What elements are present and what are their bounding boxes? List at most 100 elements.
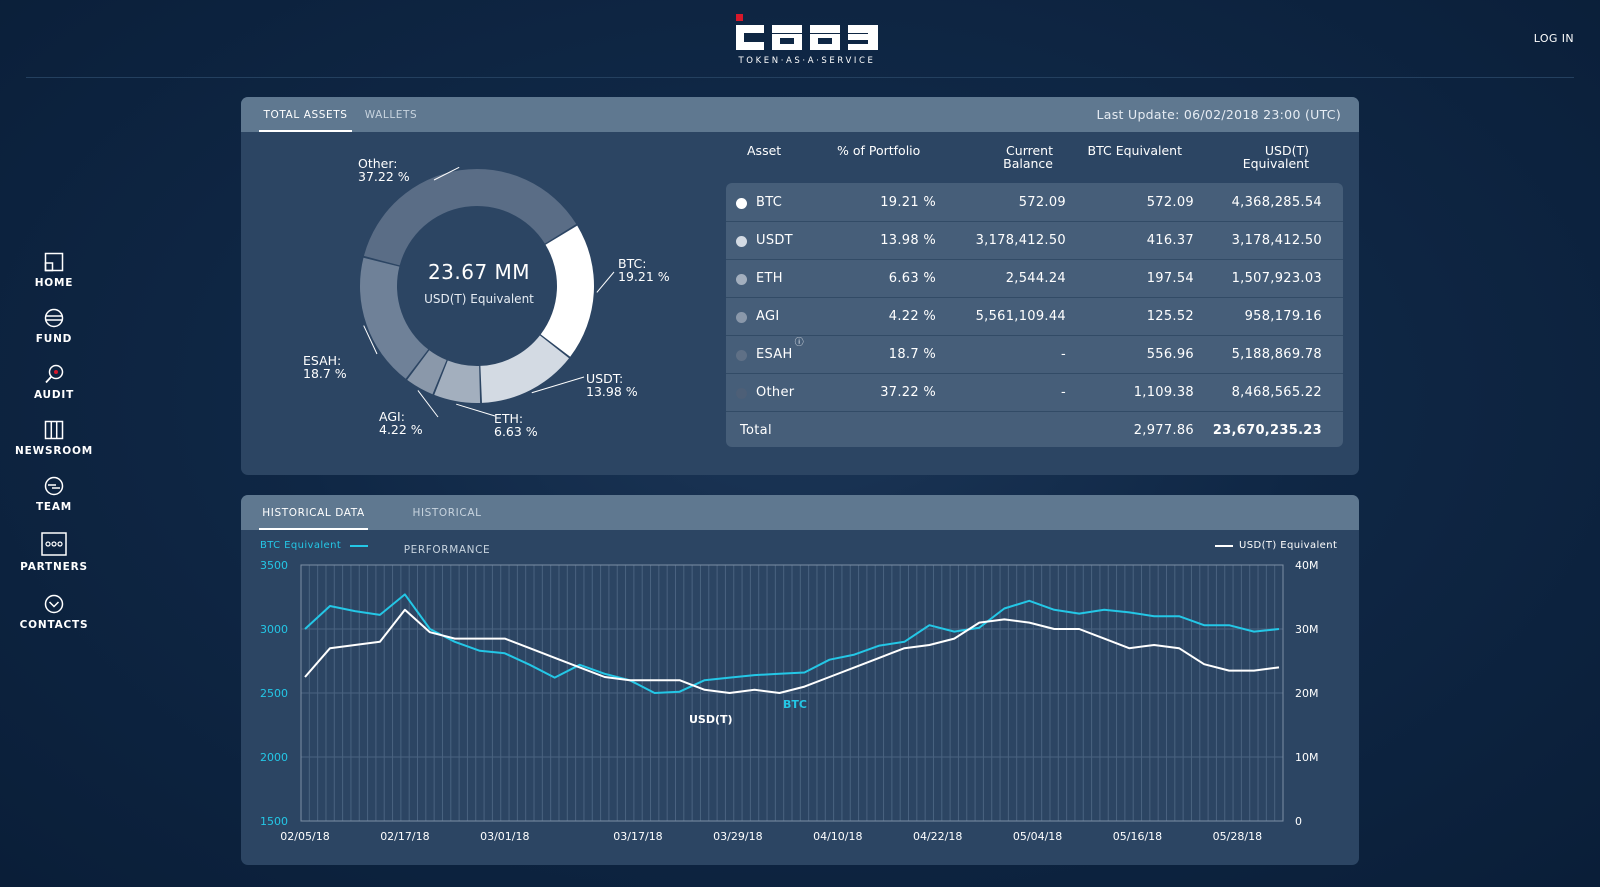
- col-header-pct: % of Portfolio: [837, 143, 921, 158]
- cell-balance: 572.09: [1018, 195, 1066, 210]
- donut-slice-agi[interactable]: [407, 350, 447, 395]
- cell-usd: 3,178,412.50: [1231, 233, 1322, 248]
- audit-icon: [45, 364, 64, 384]
- donut-slice-other[interactable]: [363, 168, 577, 266]
- table-row[interactable]: BTC 19.21 % 572.09 572.09 4,368,285.54: [726, 183, 1343, 222]
- cell-asset: ETH: [756, 271, 783, 286]
- y-left-tick-label: 2000: [260, 751, 288, 764]
- series-line-btc[interactable]: [304, 593, 1280, 694]
- table-row[interactable]: ETH 6.63 % 2,544.24 197.54 1,507,923.03: [726, 259, 1343, 298]
- line-chart-svg: 3500 3000 2500 2000 1500 40M 30M 20M 10M 0 02/05…: [260, 559, 1319, 843]
- cell-btc: 416.37: [1146, 233, 1194, 248]
- col-header-balance: Current Balance: [1003, 143, 1053, 171]
- sidebar-item-audit[interactable]: AUDIT: [14, 364, 94, 420]
- y-left-tick-label: 3000: [260, 623, 288, 636]
- donut-leader-eth: [456, 403, 496, 417]
- table-row[interactable]: ESAHⓘ 18.7 % - 556.96 5,188,869.78: [726, 335, 1343, 374]
- legend-btc-swatch: [350, 545, 368, 547]
- table-row[interactable]: USDT 13.98 % 3,178,412.50 416.37 3,178,4…: [726, 221, 1343, 260]
- legend-usd-swatch: [1215, 545, 1233, 547]
- portfolio-donut-chart: 23.67 MM USD(T) Equivalent BTC: 19.21 % U…: [241, 132, 711, 475]
- y-left-tick-label: 2500: [260, 687, 288, 700]
- x-tick-label: 03/29/18: [713, 830, 762, 843]
- asset-color-dot: [736, 236, 747, 247]
- donut-slice-eth[interactable]: [434, 360, 481, 403]
- x-tick-label: 05/16/18: [1113, 830, 1162, 843]
- cell-btc: 572.09: [1146, 195, 1194, 210]
- table-row[interactable]: Other 37.22 % - 1,109.38 8,468,565.22: [726, 373, 1343, 412]
- table-total-row: Total 2,977.86 23,670,235.23: [726, 411, 1343, 449]
- y-right-tick-label: 10M: [1295, 751, 1319, 764]
- donut-leader-usdt: [531, 376, 585, 394]
- donut-total-value: 23.67 MM: [427, 260, 531, 284]
- sidebar-nav: HOME FUND AUDIT NEWSROOM TEAM PARTNERS C…: [14, 252, 94, 650]
- slice-label-eth: ETH: 6.63 %: [494, 411, 538, 439]
- cell-balance: 5,561,109.44: [975, 309, 1066, 324]
- historical-line-chart: BTC Equivalent USD(T) Equivalent 3500 300…: [241, 530, 1359, 865]
- slice-label-usdt: USDT: 13.98 %: [586, 371, 638, 399]
- tab-historical-data[interactable]: HISTORICAL DATA: [259, 495, 368, 530]
- header-divider: [26, 77, 1574, 78]
- sidebar-item-partners[interactable]: PARTNERS: [14, 532, 94, 594]
- asset-color-dot: [736, 350, 747, 361]
- cell-btc: 556.96: [1146, 347, 1194, 362]
- x-tick-label: 05/04/18: [1013, 830, 1062, 843]
- donut-svg: [360, 166, 615, 418]
- annotation-btc: BTC: [783, 698, 807, 711]
- donut-slice-usdt[interactable]: [480, 335, 570, 403]
- donut-leader-esah: [363, 325, 378, 355]
- x-tick-label: 04/10/18: [813, 830, 862, 843]
- sidebar-item-label: NEWSROOM: [15, 445, 93, 457]
- legend-usd-equivalent: USD(T) Equivalent: [1239, 540, 1338, 551]
- cell-balance: -: [1061, 347, 1066, 362]
- sidebar-item-contacts[interactable]: CONTACTS: [14, 594, 94, 650]
- info-icon[interactable]: ⓘ: [794, 338, 804, 348]
- cell-btc: 1,109.38: [1133, 385, 1194, 400]
- table-row[interactable]: AGI 4.22 % 5,561,109.44 125.52 958,179.1…: [726, 297, 1343, 336]
- donut-leader-btc: [596, 271, 615, 293]
- slice-label-agi: AGI: 4.22 %: [379, 409, 423, 437]
- y-right-tick-label: 30M: [1295, 623, 1319, 636]
- series-line-usdt[interactable]: [304, 608, 1280, 694]
- historical-panel: HISTORICAL DATA HISTORICAL PERFORMANCE B…: [241, 495, 1359, 865]
- sidebar-item-team[interactable]: TEAM: [14, 476, 94, 532]
- cell-pct: 37.22 %: [880, 385, 936, 400]
- donut-slice-esah[interactable]: [360, 257, 429, 379]
- legend-btc-equivalent: BTC Equivalent: [260, 540, 342, 551]
- cell-balance: 3,178,412.50: [975, 233, 1066, 248]
- header: TOKEN·AS·A·SERVICE LOG IN: [0, 0, 1600, 78]
- asset-color-dot: [736, 274, 747, 285]
- assets-panel-header: TOTAL ASSETS WALLETS Last Update: 06/02/…: [241, 97, 1359, 132]
- donut-slice-btc[interactable]: [540, 225, 594, 357]
- cell-btc: 125.52: [1146, 309, 1194, 324]
- cell-asset: BTC: [756, 195, 783, 210]
- partners-icon: [41, 532, 67, 556]
- sidebar-item-home[interactable]: HOME: [14, 252, 94, 308]
- cell-pct: 13.98 %: [880, 233, 936, 248]
- sidebar-item-label: CONTACTS: [19, 619, 89, 631]
- fund-icon: [44, 308, 64, 328]
- y-right-tick-label: 40M: [1295, 559, 1319, 572]
- login-link[interactable]: LOG IN: [1533, 32, 1574, 45]
- cell-total-label: Total: [740, 423, 772, 438]
- col-header-btc: BTC Equivalent: [1087, 143, 1182, 158]
- cell-balance: 2,544.24: [1005, 271, 1066, 286]
- tab-historical-performance[interactable]: HISTORICAL PERFORMANCE: [403, 507, 491, 556]
- x-tick-label: 02/05/18: [280, 830, 329, 843]
- y-left-tick-label: 3500: [260, 559, 288, 572]
- tab-total-assets[interactable]: TOTAL ASSETS: [259, 97, 352, 132]
- slice-label-other: Other: 37.22 %: [358, 156, 410, 184]
- col-header-usd: USD(T) Equivalent: [1242, 143, 1309, 171]
- tab-wallets[interactable]: WALLETS: [364, 109, 418, 121]
- cell-total-btc: 2,977.86: [1133, 423, 1194, 438]
- newsroom-icon: [44, 420, 64, 440]
- home-icon: [44, 252, 64, 272]
- cell-asset: AGI: [756, 309, 780, 324]
- cell-balance: -: [1061, 385, 1066, 400]
- sidebar-item-fund[interactable]: FUND: [14, 308, 94, 364]
- x-tick-label: 03/01/18: [480, 830, 529, 843]
- sidebar-item-newsroom[interactable]: NEWSROOM: [14, 420, 94, 476]
- y-right-tick-label: 20M: [1295, 687, 1319, 700]
- col-header-asset: Asset: [747, 143, 782, 158]
- brand-logo[interactable]: [736, 14, 878, 66]
